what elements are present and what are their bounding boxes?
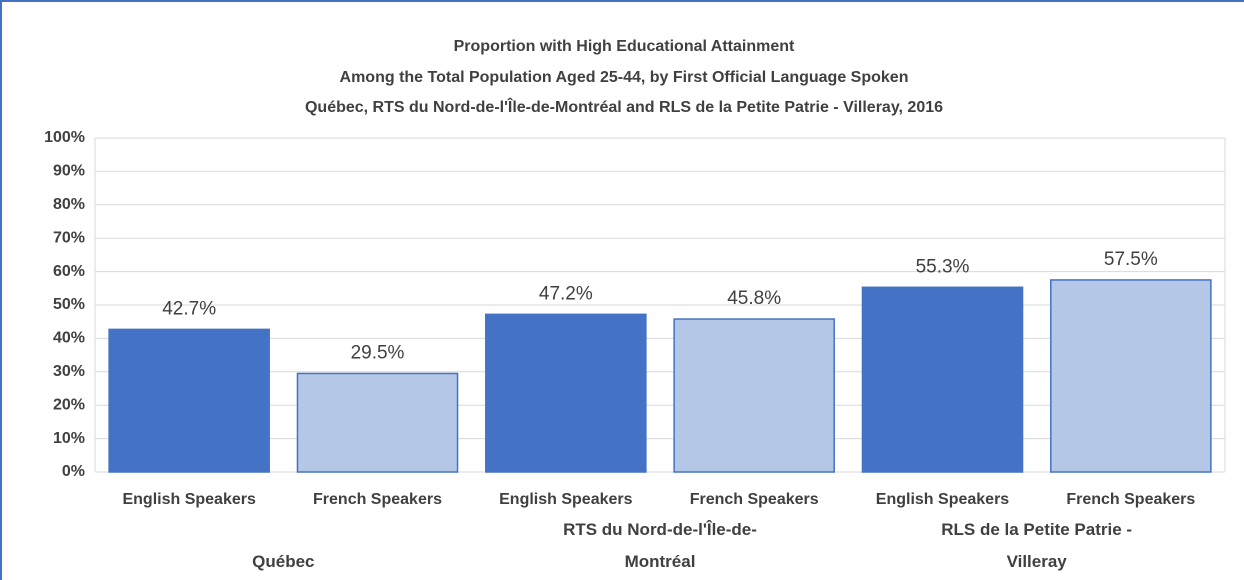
y-tick-label: 90% — [53, 163, 85, 180]
value-label: 47.2% — [539, 283, 593, 304]
bar-label: English Speakers — [122, 491, 255, 508]
bar-label: English Speakers — [499, 491, 632, 508]
bar — [108, 328, 270, 473]
value-label: 29.5% — [351, 342, 405, 363]
y-tick-label: 40% — [53, 330, 85, 347]
bar-label: French Speakers — [313, 491, 442, 508]
chart-title: Proportion with High Educational Attainm… — [454, 38, 795, 55]
value-label: 45.8% — [727, 288, 781, 309]
bar — [1050, 279, 1212, 473]
y-tick-label: 60% — [53, 263, 85, 280]
y-tick-label: 80% — [53, 196, 85, 213]
y-tick-label: 50% — [53, 296, 85, 313]
value-label: 57.5% — [1104, 249, 1158, 270]
group-label: Québec — [252, 552, 315, 571]
y-tick-label: 10% — [53, 430, 85, 447]
y-tick-label: 20% — [53, 396, 85, 413]
group-label: RTS du Nord-de-l'Île-de-Montréal — [563, 520, 757, 571]
y-tick-label: 0% — [62, 463, 85, 480]
bar-label: French Speakers — [690, 491, 819, 508]
bar — [485, 313, 647, 473]
group-label: RLS de la Petite Patrie - Villeray — [941, 520, 1133, 571]
chart-title: Québec, RTS du Nord-de-l'Île-de-Montréal… — [305, 97, 943, 116]
bar-label: English Speakers — [876, 491, 1009, 508]
y-tick-label: 100% — [44, 129, 85, 146]
y-tick-label: 30% — [53, 363, 85, 380]
chart-title: Among the Total Population Aged 25-44, b… — [340, 69, 909, 86]
value-label: 42.7% — [162, 298, 216, 319]
bar — [296, 372, 459, 473]
bar — [673, 318, 835, 473]
bar — [861, 286, 1024, 473]
bar-label: French Speakers — [1066, 491, 1195, 508]
value-label: 55.3% — [916, 256, 970, 277]
y-tick-label: 70% — [53, 229, 85, 246]
